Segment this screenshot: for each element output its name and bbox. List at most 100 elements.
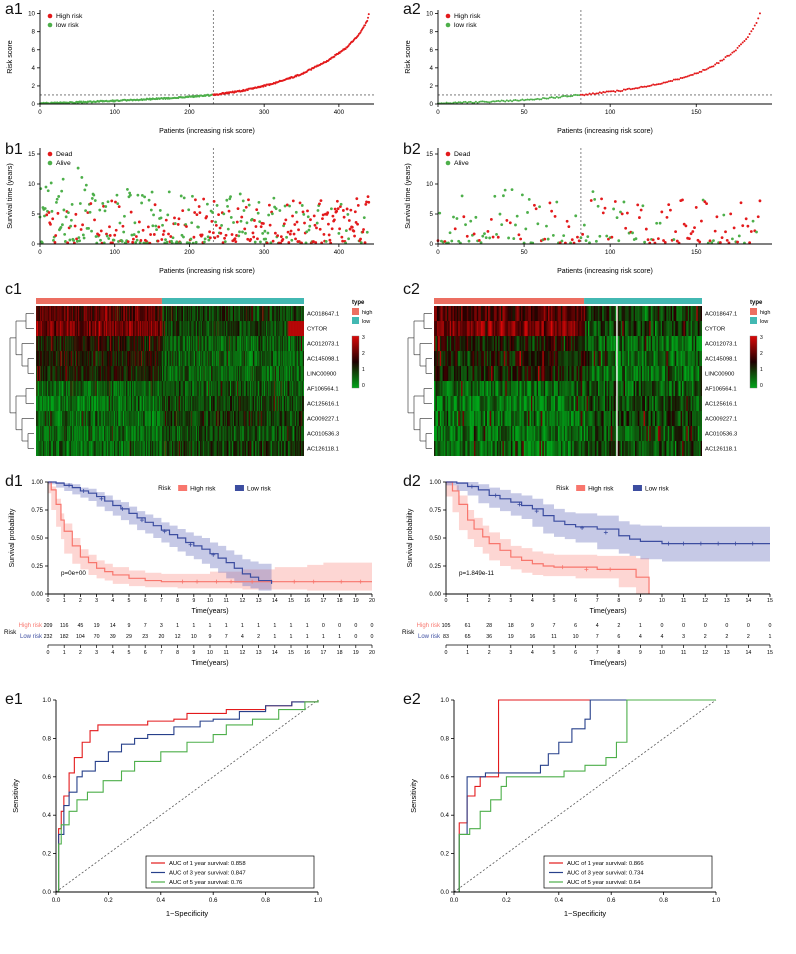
risk-score-plot-a1: 0 100 200 300 400 0 2 4 6 8 10 Risk score Patients (… [5, 10, 374, 135]
svg-text:AC126118.1: AC126118.1 [705, 447, 737, 453]
svg-text:0: 0 [704, 623, 707, 629]
svg-text:0.6: 0.6 [440, 774, 449, 781]
svg-text:2: 2 [79, 598, 82, 604]
svg-text:7: 7 [225, 634, 228, 640]
svg-text:0.2: 0.2 [440, 851, 449, 858]
svg-text:9: 9 [639, 598, 642, 604]
svg-text:AC010536.3: AC010536.3 [705, 432, 737, 438]
svg-text:5: 5 [553, 598, 556, 604]
svg-text:4: 4 [639, 634, 642, 640]
svg-text:1: 1 [192, 623, 195, 629]
svg-text:1.0: 1.0 [42, 697, 51, 704]
svg-text:1: 1 [225, 623, 228, 629]
svg-text:12: 12 [239, 598, 245, 604]
svg-text:2: 2 [488, 650, 491, 656]
svg-text:1: 1 [209, 623, 212, 629]
svg-text:AUC of 5 year survival: 0.76: AUC of 5 year survival: 0.76 [169, 880, 243, 886]
svg-text:10: 10 [659, 598, 665, 604]
svg-text:2: 2 [32, 83, 36, 90]
svg-text:14: 14 [272, 598, 278, 604]
svg-text:1: 1 [63, 598, 66, 604]
svg-text:0.4: 0.4 [554, 897, 563, 904]
svg-text:15: 15 [288, 650, 294, 656]
svg-text:Survival probability: Survival probability [407, 508, 414, 567]
svg-text:10: 10 [426, 181, 433, 188]
svg-text:11: 11 [223, 598, 229, 604]
panel-e1: e1 0.0 0.2 0.4 0.6 0.8 1.0 0.0 0.2 0.4 0.6 0.8 1.0 S… [0, 690, 398, 942]
svg-text:0: 0 [760, 383, 763, 389]
svg-text:AC126118.1: AC126118.1 [307, 447, 339, 453]
svg-text:12: 12 [702, 598, 708, 604]
svg-text:6: 6 [574, 598, 577, 604]
svg-text:0: 0 [661, 623, 664, 629]
svg-text:13: 13 [724, 598, 730, 604]
svg-text:0.4: 0.4 [156, 897, 165, 904]
svg-text:16: 16 [304, 598, 310, 604]
svg-text:0: 0 [338, 623, 341, 629]
svg-text:0: 0 [747, 623, 750, 629]
svg-text:29: 29 [126, 634, 132, 640]
svg-text:10: 10 [207, 598, 213, 604]
svg-text:1: 1 [306, 634, 309, 640]
panel-d2: d2 0 1 2 3 4 5 6 7 8 9 10 11 12 13 14 15 0.00 0.25 0.50 0.7… [398, 472, 796, 690]
svg-text:1.00: 1.00 [429, 480, 441, 486]
svg-text:65: 65 [465, 634, 471, 640]
svg-text:0: 0 [430, 101, 434, 108]
svg-text:9: 9 [192, 650, 195, 656]
svg-text:15: 15 [767, 650, 773, 656]
svg-text:1−Specificity: 1−Specificity [166, 909, 209, 918]
svg-text:0.2: 0.2 [42, 851, 51, 858]
svg-text:104: 104 [76, 634, 85, 640]
svg-text:1.0: 1.0 [440, 697, 449, 704]
svg-text:AC012073.1: AC012073.1 [705, 342, 737, 348]
svg-text:9: 9 [531, 623, 534, 629]
svg-text:1: 1 [639, 623, 642, 629]
svg-text:10: 10 [28, 11, 35, 18]
svg-text:116: 116 [60, 623, 68, 629]
svg-text:0: 0 [354, 634, 357, 640]
svg-text:100: 100 [605, 249, 616, 256]
svg-text:0.6: 0.6 [607, 897, 616, 904]
lncrna-heatmap-c1: AC018647.1 CYTOR AC012073.1 AC145098.1 LINC0… [9, 298, 372, 453]
svg-text:7: 7 [160, 650, 163, 656]
svg-text:10: 10 [28, 181, 35, 188]
svg-text:Time(years): Time(years) [191, 660, 228, 667]
svg-text:0: 0 [38, 109, 42, 116]
svg-text:Dead: Dead [454, 151, 470, 158]
svg-text:4: 4 [531, 650, 534, 656]
svg-text:16: 16 [304, 650, 310, 656]
svg-text:5: 5 [430, 211, 434, 218]
svg-text:9: 9 [209, 634, 212, 640]
svg-text:Patients (increasing risk scor: Patients (increasing risk score) [159, 268, 255, 275]
svg-text:1: 1 [176, 623, 179, 629]
svg-text:0: 0 [362, 383, 365, 389]
svg-text:100: 100 [605, 109, 616, 116]
svg-text:6: 6 [144, 598, 147, 604]
svg-text:5: 5 [128, 598, 131, 604]
svg-text:0.50: 0.50 [429, 536, 441, 542]
svg-text:0: 0 [32, 101, 36, 108]
svg-text:300: 300 [259, 249, 270, 256]
svg-text:7: 7 [160, 598, 163, 604]
svg-text:0: 0 [371, 634, 374, 640]
svg-text:3: 3 [362, 335, 365, 341]
panel-e2: e2 0.0 0.2 0.4 0.6 0.8 1.0 0.0 0.2 0.4 0.6 0.8 1.0 S… [398, 690, 796, 942]
expression-heatmap-cells [434, 306, 702, 456]
panel-a2: a2 0 50 100 150 0 2 4 6 8 10 Risk score Patients (i… [398, 0, 796, 140]
svg-text:1: 1 [306, 623, 309, 629]
svg-text:High risk: High risk [417, 623, 441, 629]
svg-text:19: 19 [94, 623, 100, 629]
svg-text:36: 36 [486, 634, 492, 640]
svg-text:AC145098.1: AC145098.1 [705, 357, 737, 363]
svg-text:AUC of 3 year survival: 0.734: AUC of 3 year survival: 0.734 [567, 871, 644, 877]
svg-text:20: 20 [369, 650, 375, 656]
svg-text:13: 13 [256, 650, 262, 656]
svg-text:8: 8 [176, 650, 179, 656]
svg-text:Time(years): Time(years) [589, 608, 626, 615]
svg-text:0.8: 0.8 [440, 735, 449, 742]
svg-text:Survival time (years): Survival time (years) [403, 163, 412, 229]
svg-text:0: 0 [47, 650, 50, 656]
svg-text:1: 1 [769, 634, 772, 640]
svg-text:11: 11 [223, 650, 229, 656]
svg-text:AC018647.1: AC018647.1 [705, 312, 737, 318]
